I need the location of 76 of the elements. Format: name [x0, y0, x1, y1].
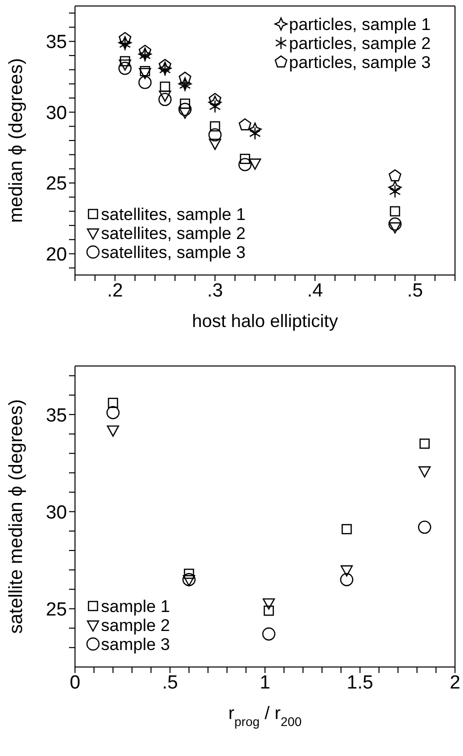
point: [418, 520, 432, 534]
y-tick-label: 25: [46, 599, 67, 620]
legend-label: sample 1: [101, 597, 170, 616]
point: [138, 68, 152, 80]
point: [208, 96, 222, 109]
legend-label: sample 3: [101, 635, 170, 654]
point: [158, 90, 172, 102]
y-tick-label: 30: [46, 502, 67, 524]
point: [210, 121, 220, 132]
y-tick-label: 35: [46, 405, 67, 426]
point: [158, 58, 172, 71]
x-tick-label: .5: [407, 280, 423, 302]
point: [118, 62, 132, 75]
legend-label: particles, sample 3: [289, 53, 431, 72]
x-axis-title: host halo ellipticity: [192, 311, 338, 331]
point: [160, 82, 170, 92]
y-axis-title: satellite median ϕ (degrees): [6, 399, 27, 634]
point: [388, 169, 402, 182]
x-tick-label: .2: [107, 280, 123, 302]
point: [106, 406, 120, 420]
point: [418, 466, 431, 478]
point: [388, 222, 402, 234]
point: [238, 158, 252, 172]
point: [208, 128, 222, 142]
x-tick-label: .5: [162, 672, 178, 694]
y-tick-label: 35: [46, 32, 67, 54]
x-tick-label: 0: [70, 672, 80, 694]
point: [262, 627, 276, 641]
point: [249, 126, 261, 140]
point: [390, 206, 400, 216]
point: [118, 59, 132, 71]
point: [118, 32, 132, 44]
point: [208, 92, 222, 105]
point: [108, 398, 118, 408]
point: [120, 56, 130, 66]
point: [209, 100, 221, 114]
point: [158, 92, 172, 106]
x-tick-label: 1.5: [346, 672, 374, 694]
point: [106, 425, 120, 437]
x-tick-label: .4: [307, 280, 324, 302]
point: [178, 102, 192, 116]
legend-label: sample 2: [101, 616, 170, 635]
point: [138, 76, 152, 90]
point: [342, 524, 352, 534]
point: [238, 118, 252, 130]
point: [262, 598, 275, 610]
point: [208, 138, 222, 150]
point: [184, 568, 194, 579]
point: [140, 66, 150, 76]
point: [388, 217, 402, 231]
x-tick-label: 1: [260, 672, 270, 694]
x-tick-label: 2: [450, 672, 460, 694]
y-tick-label: 25: [46, 174, 67, 195]
point: [264, 606, 274, 616]
legend-label: satellites, sample 1: [101, 205, 246, 224]
legend-label: satellites, sample 2: [101, 224, 246, 243]
point: [248, 158, 262, 170]
point: [420, 438, 430, 449]
y-axis-title: median ϕ (degrees): [6, 58, 27, 223]
point: [389, 184, 401, 198]
point: [138, 44, 152, 57]
y-tick-label: 20: [46, 244, 67, 266]
point: [178, 72, 192, 84]
legend-label: particles, sample 1: [289, 15, 431, 34]
point: [340, 573, 354, 586]
y-tick-label: 30: [46, 102, 67, 124]
point: [388, 180, 402, 194]
point: [248, 122, 262, 136]
point: [178, 108, 192, 119]
legend-label: satellites, sample 3: [101, 243, 246, 262]
x-tick-label: .3: [207, 280, 223, 302]
point: [240, 154, 250, 164]
x-axis-title: r$_{prog}$ / r$_{200}$: [228, 703, 302, 729]
point: [340, 565, 353, 577]
point: [180, 98, 190, 109]
legend-label: particles, sample 2: [289, 34, 431, 53]
